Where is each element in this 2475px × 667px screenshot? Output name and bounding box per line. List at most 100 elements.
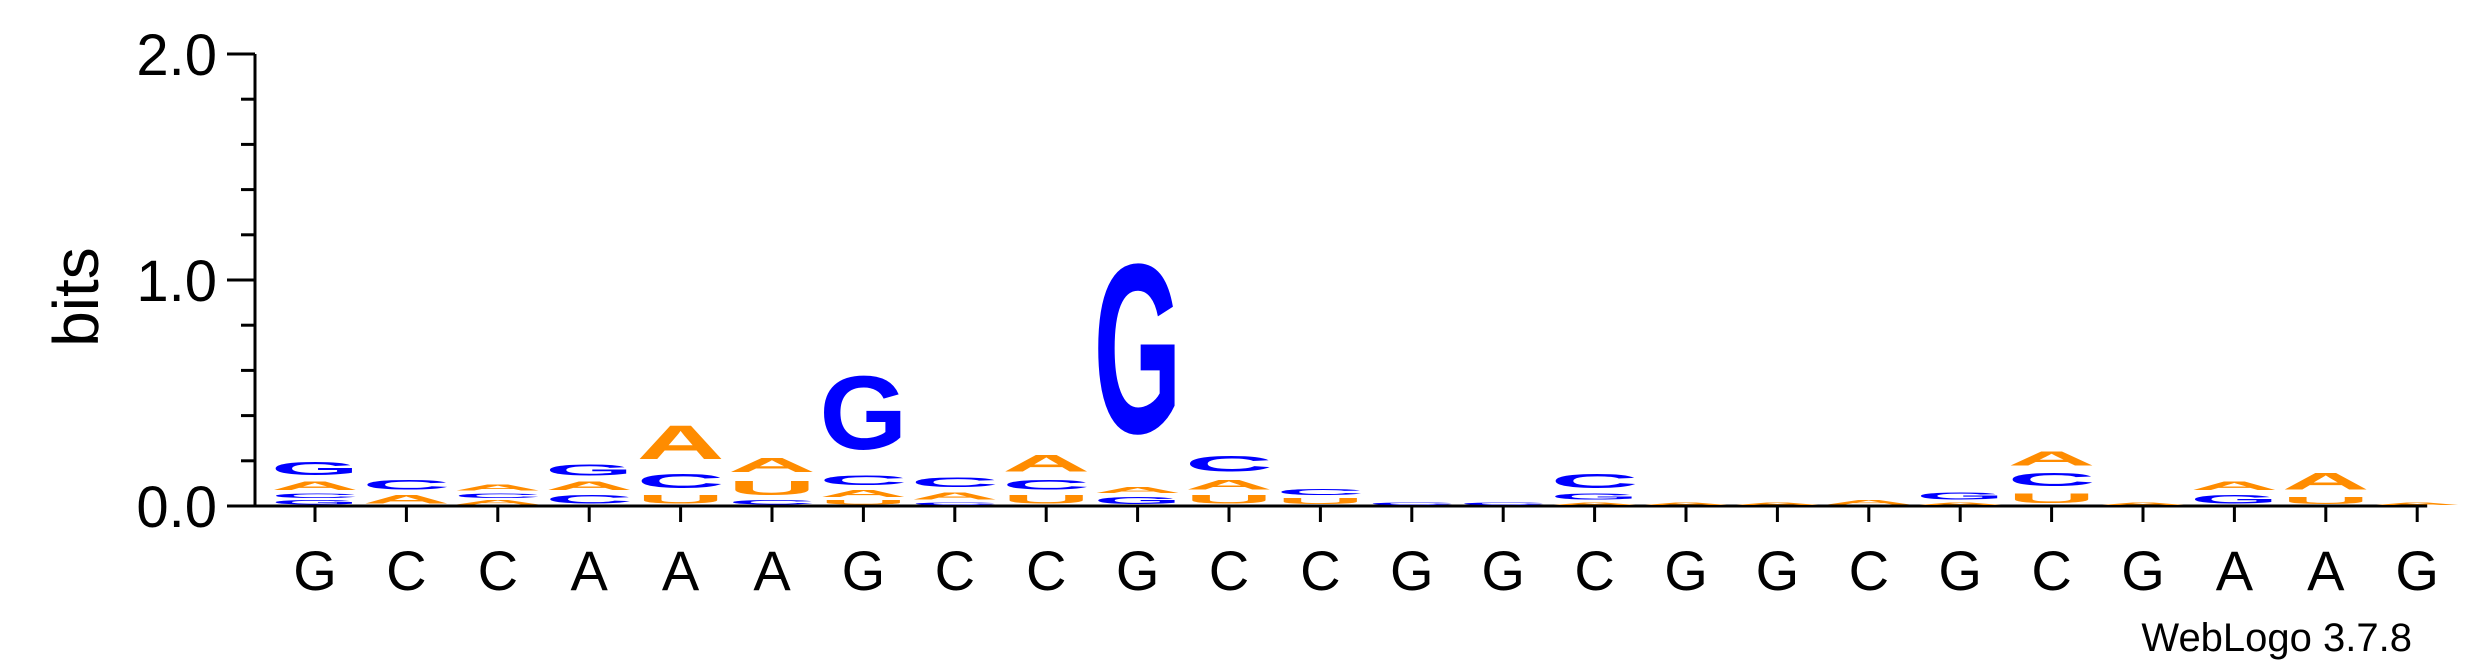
logo-letter: A [1642,502,1730,506]
logo-column: A [1825,499,1913,506]
logo-letter: A [454,483,542,492]
x-tick-label: G [1664,539,1708,602]
logo-column: UA [2282,467,2370,506]
logo-letter: C [362,477,450,493]
logo-column: A [1733,502,1821,506]
logo-letter: U [728,477,816,500]
logo-letter: A [1733,502,1821,506]
x-tick-label: G [293,539,337,602]
logo-letter: G [2190,492,2278,506]
logo-letter: A [1002,449,1090,476]
logo-column: C [1368,502,1456,506]
x-tick-label: G [1938,539,1982,602]
logo-letter: A [728,454,816,477]
logo-column: UCA [637,415,725,506]
x-tick-label: C [386,539,426,602]
logo-letter: C [1185,452,1273,477]
logo-letter: U [637,493,725,506]
logo-letter: A [637,415,725,469]
logo-letter: C [545,493,633,506]
logo-letter: G [819,355,907,472]
logo-column: CAC [911,474,999,506]
logo-column: AGC [1551,470,1639,506]
x-tick-label: C [1849,539,1889,602]
logo-letter: A [1916,502,2004,506]
x-tick-label: G [2121,539,2165,602]
logo-letter: G [1551,492,1639,501]
x-tick-label: G [1481,539,1525,602]
x-tick-label: C [1300,539,1340,602]
logo-column: UCA [1002,449,1090,506]
y-axis-label: bits [40,247,112,347]
x-tick-label: A [2307,539,2345,602]
logo-letter: A [819,488,907,499]
logo-letter: A [2099,502,2187,506]
x-tick-label: A [2216,539,2254,602]
y-tick-label: 2.0 [136,23,217,88]
logo-letter: C [819,472,907,488]
logo-letter: A [911,490,999,501]
x-tick-label: C [2031,539,2071,602]
logo-letter: C [911,502,999,506]
logo-column: GAG [1094,215,1182,506]
logo-letter: A [545,479,633,492]
logo-letter: A [2373,502,2461,506]
logo-column: A [2373,502,2461,506]
logo-letter: A [1185,477,1273,493]
logo-column: CAG [545,461,633,506]
x-tick-label: C [1026,539,1066,602]
logo-letter: U [2282,495,2370,506]
x-tick-label: G [1756,539,1800,602]
logo-letter: A [454,499,542,506]
logo-letter: A [2008,447,2096,470]
logo-column: C [1459,502,1547,506]
y-tick-label: 1.0 [136,249,217,314]
x-tick-label: C [1209,539,1249,602]
logo-column: A [2099,502,2187,506]
logo-letter: U [1002,493,1090,506]
logo-column: GA [2190,479,2278,506]
x-tick-label: A [753,539,791,602]
logo-letter: C [1368,502,1456,506]
axes: 0.01.02.0G C C A A A G C C G C C G G C G G C G C G A A G [136,23,2439,602]
x-tick-label: A [662,539,700,602]
logo-letter: U [819,499,907,506]
x-tick-label: G [842,539,886,602]
logo-letter: G [271,499,359,506]
logo-letter: G [271,459,359,479]
x-tick-label: G [2395,539,2439,602]
logo-letter: U [1276,497,1364,506]
logo-column: A [1642,502,1730,506]
x-tick-label: C [1574,539,1614,602]
logo-column: UC [1276,488,1364,506]
logo-letter: G [1094,215,1182,485]
logo-letter: A [1094,486,1182,495]
x-tick-label: C [478,539,518,602]
logo-letter: A [1551,502,1639,506]
x-tick-label: G [1390,539,1434,602]
logo-letter: C [1551,470,1639,493]
logo-letter: G [545,461,633,479]
logo-letter: C [1002,477,1090,493]
logo-letter: G [1916,490,2004,501]
logo-letter: U [2008,490,2096,506]
logo-column: CUA [728,454,816,506]
logo-column: AG [1916,490,2004,506]
logo-column: UAC [1185,452,1273,506]
x-tick-label: C [935,539,975,602]
x-tick-label: G [1116,539,1160,602]
y-tick-label: 0.0 [136,475,217,540]
logo-letter: C [454,492,542,499]
logo-column: AC [362,477,450,506]
logo-letter: C [2008,470,2096,490]
logo-letter: U [1185,493,1273,506]
x-tick-label: A [571,539,609,602]
logo-letter: A [2282,467,2370,494]
logo-letter: C [911,474,999,490]
logo-letter: C [271,492,359,499]
logo-column: ACA [454,483,542,506]
